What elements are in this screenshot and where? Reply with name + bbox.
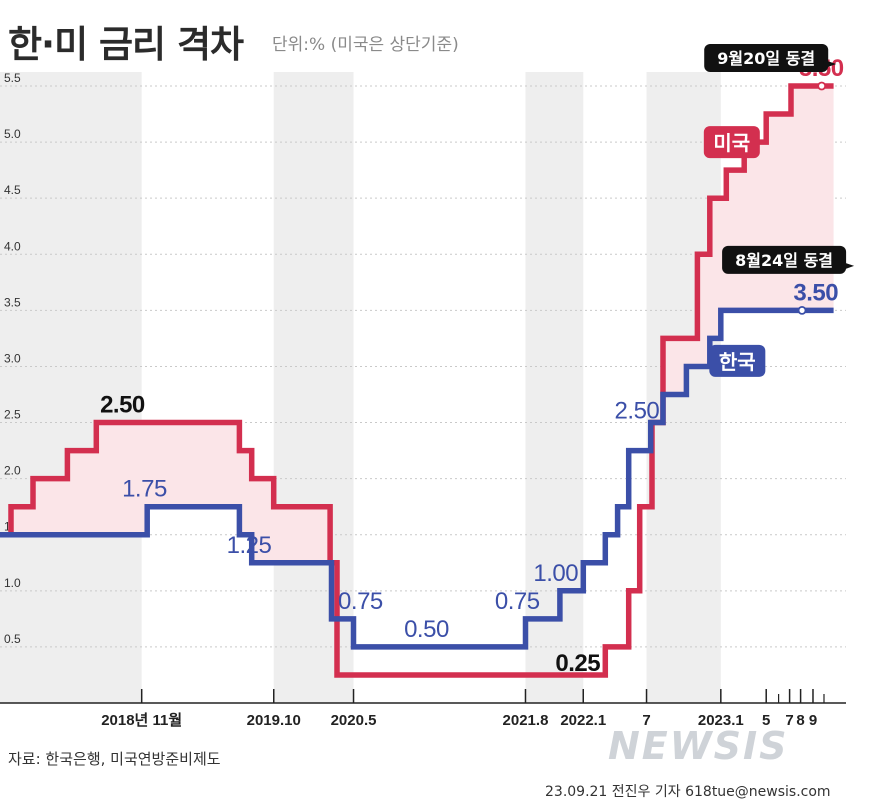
- gap-fill: [663, 86, 834, 395]
- korea-end-marker: [797, 305, 807, 315]
- credit-line: 23.09.21 전진우 기자 618tue@newsis.com: [545, 784, 831, 800]
- x-tick-label-8: 7: [785, 712, 793, 729]
- value-label-7: 0.25: [555, 650, 600, 677]
- y-tick-label-1: 1.0: [4, 576, 21, 590]
- legend-box-1: [709, 344, 766, 377]
- x-tick-label-6: 2023.1: [698, 712, 744, 729]
- x-tick-label-9: 8: [796, 712, 804, 729]
- x-tick-label-3: 2021.8: [503, 712, 549, 729]
- y-tick-label-3: 2.0: [4, 464, 21, 478]
- value-label-8: 2.50: [615, 398, 660, 425]
- period-band-0: [0, 72, 142, 703]
- page-title: 한·미 금리 격차: [8, 23, 244, 66]
- value-label-6: 1.00: [533, 560, 578, 587]
- unit-note: 단위:% (미국은 상단기준): [272, 35, 459, 55]
- x-tick-label-5: 7: [642, 712, 650, 729]
- source-note: 자료: 한국은행, 미국연방준비제도: [8, 750, 221, 768]
- legend-label-1: 한국: [719, 350, 756, 374]
- y-tick-label-6: 3.5: [4, 295, 21, 309]
- x-tick-label-0: 2018년 11월: [101, 712, 182, 729]
- callout-bubble-1: [722, 245, 847, 274]
- legend-box-0: [703, 126, 760, 159]
- callout-text-1: 8월24일 동결: [735, 251, 833, 270]
- value-label-1: 1.75: [122, 476, 167, 503]
- us-end-marker: [817, 81, 827, 91]
- y-tick-label-7: 4.0: [4, 239, 21, 253]
- korea-rate-line: [0, 307, 834, 650]
- period-band-2: [525, 72, 584, 703]
- x-tick-label-7: 5: [762, 712, 770, 729]
- y-tick-label-4: 2.5: [4, 408, 21, 422]
- callout-pointer-1: [840, 261, 855, 271]
- value-label-4: 0.50: [404, 616, 449, 643]
- callout-bubble-0: [704, 43, 829, 72]
- x-tick-label-4: 2022.1: [560, 712, 606, 729]
- value-label-0: 2.50: [100, 392, 145, 419]
- y-tick-label-5: 3.0: [4, 351, 21, 365]
- value-label-3: 0.75: [338, 588, 383, 615]
- legend-label-0: 미국: [713, 131, 750, 155]
- value-label-10: 3.50: [793, 279, 838, 306]
- value-label-2: 1.25: [227, 532, 272, 559]
- y-tick-label-0: 0.5: [4, 632, 21, 646]
- y-tick-label-10: 5.5: [4, 71, 21, 85]
- us-rate-line: [0, 83, 834, 678]
- callout-text-0: 9월20일 동결: [717, 49, 815, 68]
- x-tick-label-1: 2019.10: [247, 712, 301, 729]
- callout-pointer-0: [822, 59, 837, 69]
- value-label-5: 0.75: [495, 588, 540, 615]
- period-band-1: [273, 72, 354, 703]
- y-tick-label-9: 5.0: [4, 127, 21, 141]
- x-tick-label-2: 2020.5: [331, 712, 377, 729]
- y-tick-label-8: 4.5: [4, 183, 21, 197]
- newsis-watermark: NEWSIS: [608, 724, 789, 768]
- x-tick-label-10: 9: [809, 712, 817, 729]
